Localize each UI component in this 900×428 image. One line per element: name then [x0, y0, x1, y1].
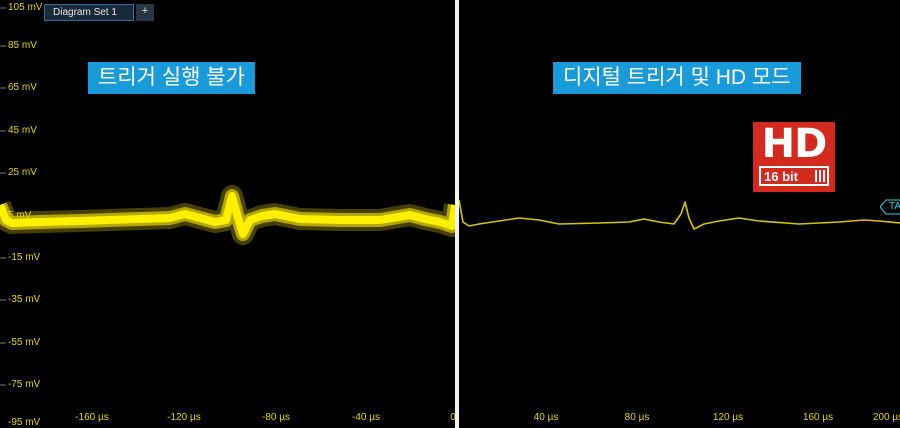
digital-trigger-hd-label: 디지털 트리거 및 HD 모드 — [553, 62, 801, 94]
y-tick-label: -15 mV — [8, 252, 41, 263]
left-waveform-plot — [0, 7, 455, 386]
tab-diagram-set-1[interactable]: Diagram Set 1 — [44, 4, 134, 21]
x-tick-label: 160 µs — [802, 412, 834, 423]
y-tick-label: 5 mV — [8, 210, 32, 221]
right-trace — [459, 199, 900, 230]
no-trigger-label: 트리거 실행 불가 — [88, 62, 255, 94]
y-tick-label: -55 mV — [8, 337, 41, 348]
x-tick-label: 40 µs — [533, 412, 559, 423]
panel-divider — [455, 0, 459, 428]
y-tick-label: 65 mV — [8, 82, 37, 93]
y-tick-label: 45 mV — [8, 125, 37, 136]
y-tick-label: -35 mV — [8, 294, 41, 305]
right-waveform-plot — [459, 199, 900, 230]
x-tick-label: 0 — [450, 412, 456, 423]
y-tick-label: -75 mV — [8, 379, 41, 390]
y-tick-label: 85 mV — [8, 40, 37, 51]
left-trace — [0, 192, 455, 238]
trigger-marker-label: TA — [889, 201, 900, 212]
x-tick-label: -80 µs — [262, 412, 290, 423]
diagram-tab-bar: Diagram Set 1 + — [44, 4, 154, 21]
x-tick-label: 80 µs — [624, 412, 650, 423]
x-tick-label: 200 µs — [872, 412, 900, 423]
left-grid — [0, 7, 6, 386]
hd-text: HD — [761, 121, 828, 167]
y-tick-label: 25 mV — [8, 167, 37, 178]
x-tick-label: 120 µs — [712, 412, 744, 423]
trigger-level-marker[interactable]: TA — [880, 199, 900, 215]
x-tick-label: -40 µs — [352, 412, 380, 423]
x-tick-label: -120 µs — [167, 412, 201, 423]
bit-depth-box: 16 bit — [759, 166, 829, 186]
y-tick-label: -95 mV — [8, 417, 41, 428]
left-waveform-panel[interactable]: Diagram Set 1 + 105 mV 85 mV 65 mV 45 mV… — [0, 0, 456, 428]
bit-depth-text: 16 bit — [764, 169, 798, 184]
y-tick-label: 105 mV — [8, 2, 43, 13]
hd-16bit-badge: HD 16 bit — [753, 122, 835, 192]
trigger-marker-icon — [880, 199, 900, 215]
x-tick-label: -160 µs — [75, 412, 109, 423]
add-tab-button[interactable]: + — [136, 4, 154, 21]
